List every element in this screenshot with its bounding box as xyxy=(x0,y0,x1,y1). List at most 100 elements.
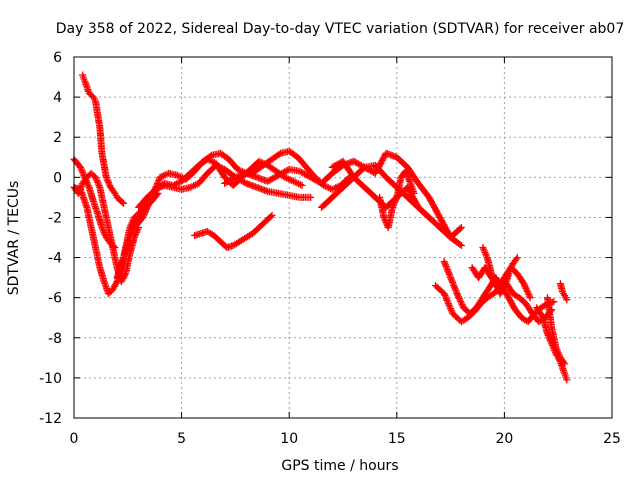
data-point xyxy=(275,150,283,158)
data-point xyxy=(538,312,546,320)
data-point xyxy=(389,202,397,210)
y-tick-label: -4 xyxy=(48,251,62,267)
data-point xyxy=(104,177,112,185)
data-point xyxy=(522,284,530,292)
data-point xyxy=(451,285,459,293)
data-point xyxy=(140,210,148,218)
data-point xyxy=(101,230,109,238)
y-axis-label: SDTVAR / TECUs xyxy=(6,181,22,296)
data-point xyxy=(410,189,418,197)
data-point xyxy=(455,294,463,302)
data-point xyxy=(506,295,513,303)
data-point xyxy=(447,306,455,314)
data-point xyxy=(526,294,534,302)
data-point xyxy=(457,242,465,249)
data-point xyxy=(456,241,464,248)
data-series xyxy=(70,71,571,384)
y-tick-label: -10 xyxy=(39,371,62,387)
data-point xyxy=(452,288,460,296)
tick-labels: 0 5 10 15 20 25 -12 -10 -8 -6 -4 -2 0 2 4 6 xyxy=(39,50,621,447)
data-point xyxy=(112,279,120,287)
y-tick-label: -12 xyxy=(39,411,62,427)
data-point xyxy=(359,164,367,172)
data-point xyxy=(445,270,453,278)
data-point xyxy=(120,199,127,207)
grid-lines xyxy=(74,57,612,418)
x-tick-label: 5 xyxy=(177,431,186,447)
data-point xyxy=(457,299,465,307)
data-point xyxy=(563,296,571,304)
data-point xyxy=(563,376,571,384)
series-arc8 xyxy=(191,211,276,251)
data-point xyxy=(523,287,531,295)
series-arc14 xyxy=(440,258,558,326)
data-point xyxy=(521,281,528,289)
data-point xyxy=(553,346,561,353)
x-tick-label: 20 xyxy=(495,431,513,447)
data-point xyxy=(524,289,532,297)
data-point xyxy=(440,290,448,298)
y-tick-label: -6 xyxy=(48,291,62,307)
data-point xyxy=(456,296,464,304)
data-point xyxy=(520,280,528,288)
data-point xyxy=(457,298,465,305)
data-point xyxy=(456,225,464,233)
data-point xyxy=(488,271,496,279)
data-point xyxy=(129,227,136,235)
series-arc1 xyxy=(79,71,127,207)
y-tick-label: 0 xyxy=(53,170,62,186)
series-arc16 xyxy=(479,244,521,298)
data-point xyxy=(453,290,461,298)
x-tick-label: 15 xyxy=(388,431,406,447)
y-tick-label: -2 xyxy=(48,210,62,226)
series-arc19 xyxy=(556,280,571,304)
axis-ticks xyxy=(73,56,613,419)
data-point xyxy=(145,200,153,208)
data-point xyxy=(267,213,275,221)
data-point xyxy=(127,230,135,238)
x-axis-label: GPS time / hours xyxy=(281,458,398,474)
series-arc12 xyxy=(376,167,418,231)
data-point xyxy=(140,212,147,220)
series-arc18 xyxy=(543,294,569,368)
data-point xyxy=(268,211,276,219)
data-point xyxy=(525,291,533,298)
data-point xyxy=(505,294,513,302)
data-point xyxy=(144,203,151,211)
chart-title: Day 358 of 2022, Sidereal Day-to-day VTE… xyxy=(56,21,625,37)
x-tick-label: 10 xyxy=(280,431,298,447)
data-point xyxy=(230,174,238,182)
data-point xyxy=(391,197,399,205)
data-point xyxy=(499,285,507,293)
data-point xyxy=(506,297,514,305)
data-point xyxy=(440,258,448,266)
data-point xyxy=(441,261,449,269)
data-point xyxy=(443,264,451,272)
data-point xyxy=(143,204,151,212)
data-point xyxy=(445,301,453,309)
y-tick-label: -8 xyxy=(48,331,62,347)
data-point xyxy=(118,198,126,206)
data-point xyxy=(442,295,450,303)
data-point xyxy=(513,254,521,262)
data-point xyxy=(77,165,85,173)
x-tick-label: 25 xyxy=(603,431,621,447)
data-point xyxy=(80,172,88,180)
data-point xyxy=(454,291,462,299)
data-point xyxy=(505,268,513,276)
data-point xyxy=(491,278,499,286)
data-point xyxy=(550,298,558,306)
data-point xyxy=(98,224,106,231)
data-point xyxy=(457,224,465,231)
data-point xyxy=(307,193,315,201)
data-point xyxy=(523,286,531,294)
data-point xyxy=(450,282,458,290)
data-point xyxy=(447,275,455,283)
y-tick-label: 2 xyxy=(53,130,62,146)
x-tick-label: 0 xyxy=(70,431,79,447)
data-point xyxy=(521,283,529,291)
data-point xyxy=(405,176,413,184)
data-point xyxy=(241,179,249,186)
